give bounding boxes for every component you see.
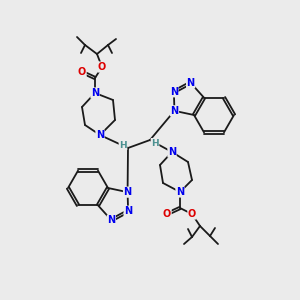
Text: N: N — [170, 106, 178, 116]
Text: O: O — [163, 209, 171, 219]
Text: H: H — [119, 140, 127, 149]
Text: N: N — [168, 147, 176, 157]
Text: N: N — [124, 206, 132, 216]
Text: N: N — [176, 187, 184, 197]
Text: N: N — [187, 78, 195, 88]
Text: N: N — [91, 88, 99, 98]
Text: O: O — [188, 209, 196, 219]
Text: O: O — [78, 67, 86, 77]
Text: N: N — [170, 87, 178, 97]
Text: O: O — [98, 62, 106, 72]
Text: H: H — [151, 139, 159, 148]
Text: N: N — [96, 130, 104, 140]
Text: N: N — [107, 215, 116, 225]
Text: N: N — [124, 187, 132, 197]
